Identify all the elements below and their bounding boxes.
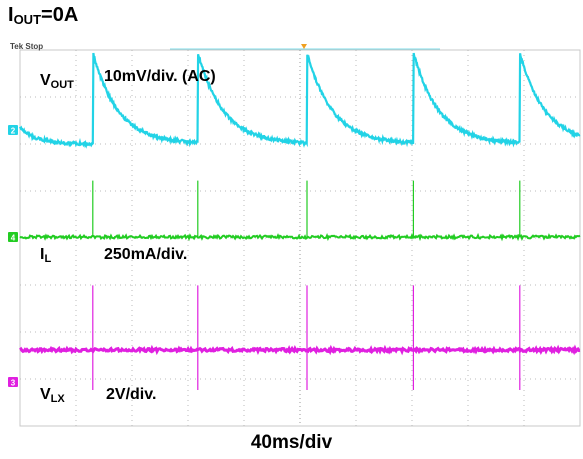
trigger-marker	[301, 44, 307, 49]
x-axis-label: 40ms/div	[0, 432, 583, 454]
il-label: IL	[40, 246, 51, 265]
grid	[20, 44, 580, 426]
vout-scale: 10mV/div. (AC)	[104, 68, 216, 86]
channel-4-number: 4	[11, 234, 16, 243]
channel-2-number: 2	[11, 127, 16, 136]
channel-markers: 2 4 3	[8, 125, 18, 388]
il-scale: 250mA/div.	[104, 246, 187, 264]
scope-status: Tek Stop	[10, 42, 43, 51]
il-trace	[20, 236, 580, 239]
vlx-trace	[20, 349, 580, 352]
vout-label: VOUT	[40, 72, 74, 91]
channel-3-number: 3	[11, 379, 16, 388]
traces	[20, 53, 580, 390]
vlx-scale: 2V/div.	[106, 386, 156, 404]
vlx-label: VLX	[40, 386, 65, 405]
